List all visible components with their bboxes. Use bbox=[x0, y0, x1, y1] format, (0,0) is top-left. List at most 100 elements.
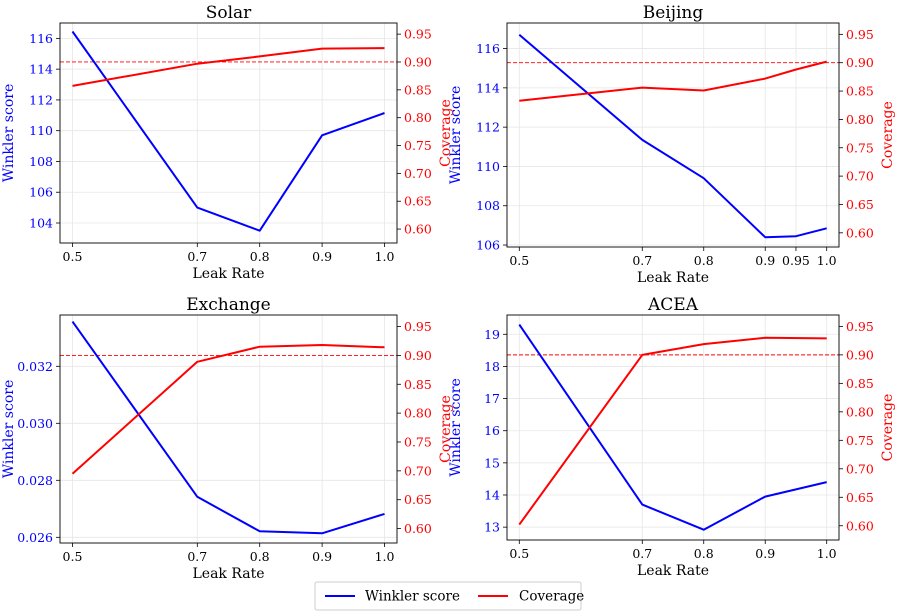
x-tick-label: 0.7 bbox=[187, 549, 207, 564]
x-tick-label: 1.0 bbox=[817, 546, 837, 561]
coverage-line bbox=[519, 60, 827, 102]
y-left-tick-label: 15 bbox=[484, 455, 500, 470]
y-left-tick-label: 18 bbox=[484, 359, 500, 374]
winkler-score-line bbox=[518, 324, 827, 531]
x-tick-label: 0.5 bbox=[63, 249, 83, 264]
x-axis-label: Leak Rate bbox=[193, 266, 265, 282]
y-left-tick-label: 104 bbox=[29, 216, 53, 231]
legend: Winkler score Coverage bbox=[314, 581, 584, 611]
y-left-tick-label: 114 bbox=[29, 62, 53, 77]
y-right-tick-label: 0.65 bbox=[404, 194, 432, 209]
x-axis-label: Leak Rate bbox=[637, 563, 709, 579]
x-tick-label: 0.8 bbox=[694, 253, 714, 268]
y-left-axis-label: Winkler score bbox=[1, 84, 17, 182]
y-left-tick-label: 114 bbox=[476, 80, 500, 95]
x-tick-label: 0.8 bbox=[694, 546, 714, 561]
x-tick-label: 0.5 bbox=[509, 546, 529, 561]
chart-title: Solar bbox=[206, 3, 252, 23]
y-left-tick-label: 110 bbox=[29, 123, 53, 138]
x-tick-label: 1.0 bbox=[817, 253, 837, 268]
legend-coverage-label: Coverage bbox=[519, 589, 584, 605]
y-right-tick-label: 0.90 bbox=[404, 54, 432, 69]
y-left-tick-label: 16 bbox=[484, 423, 500, 438]
y-right-tick-label: 0.95 bbox=[846, 27, 874, 42]
y-right-tick-label: 0.75 bbox=[846, 140, 874, 155]
x-axis-label: Leak Rate bbox=[637, 270, 709, 286]
panels: 0.5 0.7 0.8 0.9 1.0 104 106 108 110 112 114 116 0.60… bbox=[1, 3, 896, 582]
y-right-tick-label: 0.85 bbox=[404, 82, 432, 97]
y-left-axis-label: Winkler score bbox=[1, 380, 17, 478]
chart-title: ACEA bbox=[647, 295, 699, 315]
y-right-tick-label: 0.70 bbox=[846, 461, 874, 476]
y-left-tick-label: 19 bbox=[484, 327, 500, 342]
y-right-tick-label: 0.95 bbox=[404, 319, 432, 334]
y-left-tick-label: 0.026 bbox=[17, 530, 53, 545]
y-right-tick-label: 0.75 bbox=[404, 138, 432, 153]
y-right-axis-label: Coverage bbox=[880, 101, 896, 169]
chart-panel-beijing: 0.5 0.7 0.8 0.9 0.95 1.0 106 108 110 112 114 116 0.6… bbox=[448, 3, 896, 286]
chart-panel-solar: 0.5 0.7 0.8 0.9 1.0 104 106 108 110 112 114 116 0.60… bbox=[1, 3, 454, 282]
y-left-tick-label: 116 bbox=[29, 31, 53, 46]
x-tick-label: 0.5 bbox=[63, 549, 83, 564]
y-right-tick-label: 0.60 bbox=[846, 518, 874, 533]
y-left-tick-label: 110 bbox=[476, 159, 500, 174]
y-left-tick-label: 0.028 bbox=[17, 473, 53, 488]
x-tick-label: 0.9 bbox=[312, 249, 332, 264]
y-left-tick-label: 17 bbox=[484, 391, 500, 406]
y-right-tick-label: 0.70 bbox=[404, 166, 432, 181]
y-right-tick-label: 0.90 bbox=[846, 55, 874, 70]
y-right-tick-label: 0.95 bbox=[404, 27, 432, 42]
y-right-axis-label: Coverage bbox=[438, 395, 454, 463]
winkler-score-line bbox=[518, 34, 827, 239]
plot-frame bbox=[506, 314, 840, 541]
y-right-tick-label: 0.90 bbox=[404, 348, 432, 363]
plot-frame bbox=[506, 22, 840, 248]
y-left-tick-label: 112 bbox=[29, 92, 53, 107]
chart-panel-exchange: 0.5 0.7 0.8 0.9 1.0 0.026 0.028 0.030 0.032 0.60 0… bbox=[1, 295, 454, 582]
x-tick-label: 0.8 bbox=[250, 249, 270, 264]
y-left-tick-label: 108 bbox=[29, 154, 53, 169]
y-left-tick-label: 108 bbox=[476, 198, 500, 213]
y-left-tick-label: 0.030 bbox=[17, 416, 53, 431]
x-tick-label: 1.0 bbox=[375, 549, 395, 564]
y-right-tick-label: 0.60 bbox=[404, 222, 432, 237]
y-left-tick-label: 13 bbox=[484, 520, 500, 535]
legend-frame bbox=[314, 581, 582, 611]
coverage-line bbox=[71, 344, 385, 475]
x-tick-label: 0.7 bbox=[187, 249, 207, 264]
x-tick-label: 0.7 bbox=[632, 546, 652, 561]
plot-frame bbox=[59, 22, 398, 244]
y-right-tick-label: 0.85 bbox=[846, 84, 874, 99]
y-left-tick-label: 106 bbox=[29, 185, 53, 200]
y-right-tick-label: 0.90 bbox=[846, 347, 874, 362]
x-tick-label: 0.95 bbox=[782, 253, 810, 268]
y-right-tick-label: 0.80 bbox=[846, 112, 874, 127]
y-right-tick-label: 0.95 bbox=[846, 319, 874, 334]
x-tick-label: 1.0 bbox=[375, 249, 395, 264]
y-left-axis-label: Winkler score bbox=[448, 378, 464, 476]
chart-title: Exchange bbox=[186, 295, 271, 315]
y-right-tick-label: 0.80 bbox=[846, 404, 874, 419]
x-tick-label: 0.9 bbox=[755, 253, 775, 268]
y-right-tick-label: 0.70 bbox=[846, 169, 874, 184]
winkler-score-line bbox=[71, 30, 385, 232]
y-left-tick-label: 106 bbox=[476, 238, 500, 253]
x-tick-label: 0.9 bbox=[312, 549, 332, 564]
y-right-tick-label: 0.85 bbox=[404, 377, 432, 392]
x-axis-label: Leak Rate bbox=[193, 566, 265, 582]
y-right-tick-label: 0.60 bbox=[404, 521, 432, 536]
legend-winkler-label: Winkler score bbox=[365, 589, 460, 605]
y-left-tick-label: 14 bbox=[484, 488, 500, 503]
coverage-line bbox=[72, 47, 385, 87]
chart-panel-acea: 0.5 0.7 0.8 0.9 1.0 13 14 15 16 17 18 19 0.60 0.65 0.7… bbox=[448, 295, 896, 579]
y-right-tick-label: 0.80 bbox=[404, 406, 432, 421]
x-tick-label: 0.8 bbox=[250, 549, 270, 564]
y-left-tick-label: 116 bbox=[476, 41, 500, 56]
y-right-tick-label: 0.65 bbox=[404, 492, 432, 507]
y-right-tick-label: 0.75 bbox=[846, 433, 874, 448]
coverage-line bbox=[518, 336, 827, 526]
y-right-tick-label: 0.65 bbox=[846, 197, 874, 212]
x-tick-label: 0.9 bbox=[755, 546, 775, 561]
x-tick-label: 0.7 bbox=[632, 253, 652, 268]
